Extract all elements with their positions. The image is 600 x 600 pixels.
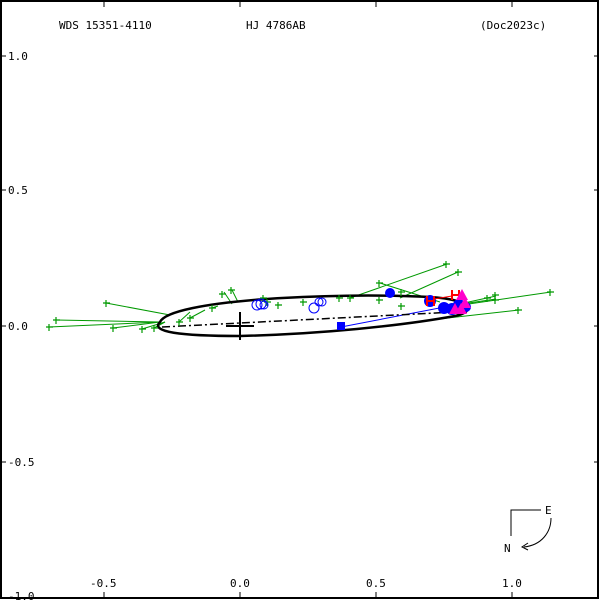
compass-icon <box>510 509 552 551</box>
interferometry-rings <box>251 297 327 314</box>
compass-north-label: N <box>504 542 511 555</box>
y-tick-label: 1.0 <box>8 50 28 63</box>
top-ticks <box>103 2 513 7</box>
adaptive-optics-points <box>449 289 471 314</box>
y-tick-label: -1.0 <box>8 590 35 600</box>
bottom-ticks <box>103 592 513 597</box>
compass-east-label: E <box>545 504 552 517</box>
line-of-nodes <box>161 311 456 328</box>
micrometer-points <box>46 261 554 333</box>
side-ticks <box>2 55 598 463</box>
x-tick-label: -0.5 <box>90 577 117 590</box>
x-tick-label: 0.5 <box>366 577 386 590</box>
y-tick-label: 0.0 <box>8 320 28 333</box>
pair-name: HJ 4786AB <box>246 19 306 32</box>
micrometer-residuals <box>48 263 552 330</box>
y-tick-label: 0.5 <box>8 184 28 197</box>
x-tick-label: 0.0 <box>230 577 250 590</box>
x-tick-label: 1.0 <box>502 577 522 590</box>
periastron-marker <box>337 322 345 330</box>
primary-star-icon <box>226 312 254 340</box>
reference: (Doc2023c) <box>480 19 546 32</box>
orbit-ellipse <box>157 294 469 338</box>
node-line <box>340 304 456 328</box>
wds-id: WDS 15351-4110 <box>59 19 152 32</box>
y-tick-label: -0.5 <box>8 456 35 469</box>
